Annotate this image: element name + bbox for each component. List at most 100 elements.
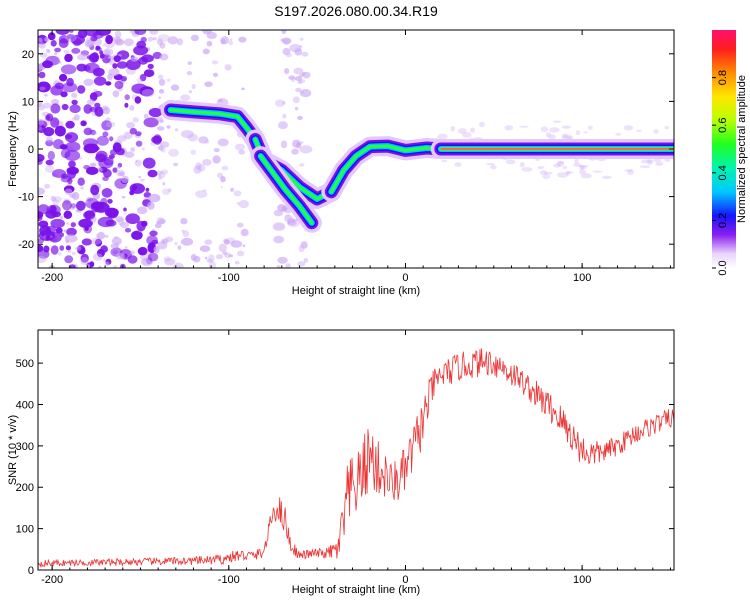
noise-blob (615, 132, 621, 136)
snr-xtick-label: 100 (573, 574, 591, 586)
noise-blob (295, 87, 302, 93)
noise-blob (101, 120, 112, 131)
noise-blob (217, 138, 229, 147)
noise-blob (164, 236, 174, 243)
noise-blob (90, 184, 100, 196)
noise-blob (80, 186, 84, 190)
figure-title: S197.2026.080.00.34.R19 (274, 3, 438, 19)
noise-blob (164, 258, 176, 266)
noise-blob (50, 85, 63, 96)
noise-blob (135, 131, 142, 137)
noise-blob (553, 163, 562, 168)
noise-blob (478, 121, 485, 128)
noise-blob (281, 30, 287, 35)
noise-blob (147, 201, 155, 210)
snr-ytick-label: 200 (16, 482, 34, 494)
noise-blob (158, 89, 165, 94)
noise-blob (292, 96, 300, 104)
noise-blob (454, 162, 462, 167)
noise-blob (158, 78, 166, 86)
noise-blob (148, 193, 161, 203)
noise-blob (299, 163, 305, 167)
noise-blob (45, 209, 57, 219)
ridge-rising-branch (329, 144, 443, 194)
noise-blob (624, 169, 633, 172)
noise-blob (162, 182, 166, 186)
noise-blob (167, 188, 172, 193)
noise-blob (565, 136, 572, 140)
noise-blob (521, 167, 533, 172)
noise-blob (274, 99, 285, 107)
colorbar-gradient (712, 30, 736, 268)
colorbar: 0.0 0.2 0.4 0.6 0.8 Normalized spectral ampl… (712, 30, 748, 276)
noise-blob (76, 244, 86, 255)
noise-blob (38, 244, 44, 252)
noise-blob (159, 42, 166, 49)
noise-blob (238, 36, 247, 43)
noise-blob (64, 188, 73, 195)
noise-blob (158, 218, 166, 225)
noise-blob (56, 60, 62, 64)
noise-blob (579, 164, 585, 171)
noise-blob (241, 87, 245, 91)
noise-blob (113, 265, 118, 268)
noise-blob (221, 165, 229, 171)
noise-blob (562, 165, 567, 170)
noise-blob (174, 128, 179, 132)
noise-blob (129, 190, 135, 196)
noise-blob (202, 189, 207, 192)
noise-blob (42, 102, 52, 109)
noise-blob (124, 227, 132, 233)
noise-blob (565, 171, 571, 176)
noise-blob (152, 37, 157, 41)
noise-blob (100, 245, 108, 253)
noise-blob (646, 159, 654, 165)
noise-blob (190, 34, 199, 42)
noise-blob (276, 264, 281, 268)
noise-blob (282, 101, 286, 105)
snr-xlabel: Height of straight line (km) (292, 584, 420, 596)
noise-blob (77, 30, 88, 39)
noise-blob (195, 162, 202, 170)
noise-blob (134, 96, 142, 104)
noise-blob (130, 147, 136, 152)
noise-blob (653, 129, 659, 134)
noise-blob (299, 37, 304, 41)
noise-blob (204, 139, 210, 144)
noise-blob (294, 76, 303, 81)
noise-blob (145, 187, 150, 192)
noise-blob (140, 36, 147, 43)
noise-blob (156, 170, 162, 177)
noise-blob (303, 258, 309, 263)
noise-blob (202, 30, 212, 35)
noise-blob (542, 174, 551, 179)
noise-blob (213, 148, 220, 153)
noise-blob (300, 141, 304, 144)
noise-blob (99, 53, 105, 59)
noise-blob (141, 54, 154, 63)
noise-blob (485, 163, 496, 166)
noise-blob (114, 36, 122, 45)
noise-blob (135, 160, 138, 163)
noise-blob (133, 45, 149, 56)
noise-blob (277, 256, 288, 264)
noise-blob (50, 40, 57, 47)
noise-blob (98, 167, 102, 170)
noise-blob (147, 63, 154, 69)
noise-blob (107, 198, 113, 204)
noise-blob (108, 68, 120, 77)
noise-blob (57, 252, 63, 256)
noise-blob (556, 160, 565, 167)
noise-blob (83, 127, 93, 136)
noise-blob (134, 30, 147, 35)
noise-blob (228, 40, 233, 46)
noise-blob (627, 169, 634, 176)
noise-blob (61, 103, 69, 111)
noise-blob (198, 136, 209, 144)
spectrogram-blobs (38, 30, 671, 268)
noise-blob (105, 117, 111, 122)
noise-blob (129, 127, 137, 135)
noise-blob (519, 161, 525, 168)
noise-blob (565, 171, 574, 174)
